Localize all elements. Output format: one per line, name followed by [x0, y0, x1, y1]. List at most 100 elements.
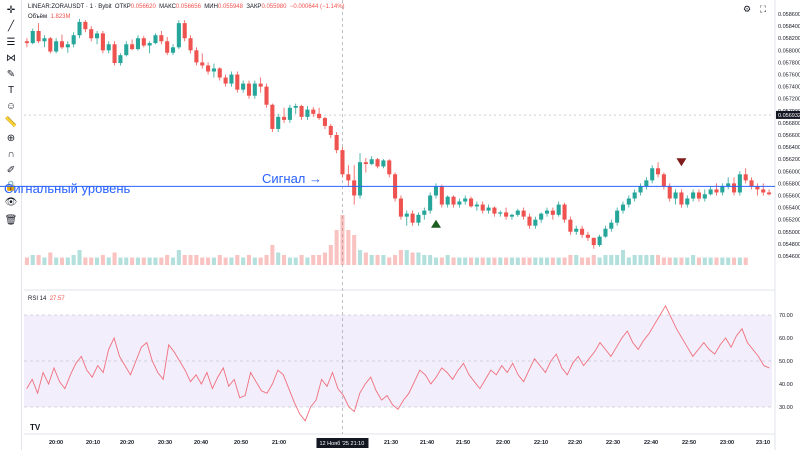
open-value: 0.056620	[130, 4, 156, 10]
candle-body	[603, 228, 608, 237]
candle-body	[626, 198, 631, 205]
candle-body	[252, 83, 257, 96]
candle-body	[363, 162, 368, 165]
trendline-icon[interactable]: ╱	[7, 21, 15, 32]
time-axis-label: 22:30	[606, 440, 620, 446]
candle-body	[340, 150, 345, 175]
volume-bar	[539, 257, 544, 265]
volume-bar	[369, 255, 374, 265]
buy-marker-icon	[430, 219, 441, 228]
volume-bar	[422, 255, 427, 265]
candle-body	[305, 109, 310, 117]
candle-body	[439, 186, 444, 205]
volume-bar	[182, 255, 187, 265]
volume-bar	[287, 257, 292, 265]
rsi-legend-label: RSI 14	[28, 296, 47, 302]
volume-bar	[650, 255, 655, 265]
ruler-icon[interactable]: 📏	[4, 117, 18, 128]
volume-bar	[673, 257, 678, 265]
candle-body	[381, 160, 386, 167]
settings-icon[interactable]: ⚙	[742, 3, 752, 14]
candle-body	[544, 210, 550, 214]
volume-bar	[264, 255, 269, 265]
time-axis-label: 22:50	[682, 440, 696, 446]
time-axis-label: 20:00	[49, 440, 63, 446]
candle-body	[708, 189, 713, 195]
emoji-icon[interactable]: ☺	[5, 101, 17, 112]
candle-body	[375, 159, 380, 167]
candle-body	[556, 204, 561, 215]
volume-bar	[457, 257, 462, 265]
lock-draw-icon[interactable]: ✐	[6, 165, 16, 176]
crosshair-icon[interactable]: ✛	[6, 5, 16, 16]
candle-body	[217, 68, 222, 78]
crosshair-time-tag	[316, 438, 369, 448]
brush-icon[interactable]: ✎	[6, 69, 16, 80]
candle-body	[463, 198, 468, 202]
price-axis-label: 0.055800	[778, 181, 800, 187]
volume-bar	[30, 255, 35, 265]
candle-body	[422, 210, 427, 215]
volume-bar	[667, 257, 672, 265]
volume-bar	[36, 255, 41, 265]
candle-body	[737, 174, 742, 193]
candle-body	[258, 83, 263, 87]
candle-body	[130, 44, 135, 50]
volume-bar	[328, 245, 333, 265]
candle-body	[451, 196, 456, 205]
candle-body	[632, 192, 637, 199]
candle-body	[346, 174, 351, 181]
rsi-legend-value: 27.57	[49, 296, 65, 302]
volume-bar	[176, 250, 181, 265]
trash-icon[interactable]: 🗑	[4, 215, 18, 226]
price-axis-label: 0.057600	[778, 73, 800, 79]
rsi-line	[26, 304, 770, 422]
volume-bar	[229, 257, 234, 265]
candle-body	[352, 180, 357, 196]
volume-bar	[387, 257, 392, 265]
time-axis-label: 21:00	[272, 440, 286, 446]
fullscreen-icon[interactable]: ⛶	[759, 3, 767, 14]
candle-body	[767, 192, 772, 195]
volume-bar	[235, 255, 240, 265]
candle-body	[282, 116, 287, 120]
volume-bar	[42, 257, 47, 265]
candle-body	[656, 168, 661, 175]
text-icon[interactable]: T	[7, 85, 15, 96]
candle-body	[486, 207, 491, 211]
volume-bar	[305, 257, 310, 265]
zoom-icon[interactable]: ⊕	[6, 133, 16, 144]
candle-body	[620, 204, 626, 211]
pattern-icon[interactable]: ⋈	[6, 53, 16, 64]
price-axis-label: 0.058000	[778, 48, 800, 54]
candle-body	[433, 186, 439, 196]
fib-icon[interactable]: ☰	[6, 37, 16, 48]
candle-body	[615, 210, 620, 223]
candle-body	[170, 47, 176, 53]
volume-bar	[609, 255, 614, 265]
candle-body	[585, 234, 590, 238]
volume-bar	[106, 257, 111, 265]
volume-bar	[252, 257, 257, 265]
magnet-icon[interactable]: ∩	[7, 149, 15, 160]
price-axis-label: 0.057400	[778, 85, 800, 91]
eye-icon[interactable]: 👁	[4, 197, 18, 208]
volume-bar	[685, 257, 690, 265]
volume-bar	[632, 255, 637, 265]
rsi-axis-label: 30.00	[779, 405, 793, 411]
current-price-label: 0.056932	[778, 113, 800, 119]
volume-bar	[258, 257, 263, 265]
candle-body	[696, 192, 701, 199]
volume-bar	[515, 257, 520, 265]
time-axis-label: 20:20	[120, 440, 134, 446]
candle-body	[106, 44, 111, 51]
candle-body	[188, 38, 193, 51]
candle-body	[457, 201, 462, 205]
candle-body	[474, 204, 479, 207]
volume-bar	[469, 257, 474, 265]
candle-body	[404, 213, 409, 217]
volume-legend-value: 1.823M	[50, 14, 71, 20]
volume-bar	[317, 255, 322, 265]
volume-bar	[731, 257, 737, 265]
